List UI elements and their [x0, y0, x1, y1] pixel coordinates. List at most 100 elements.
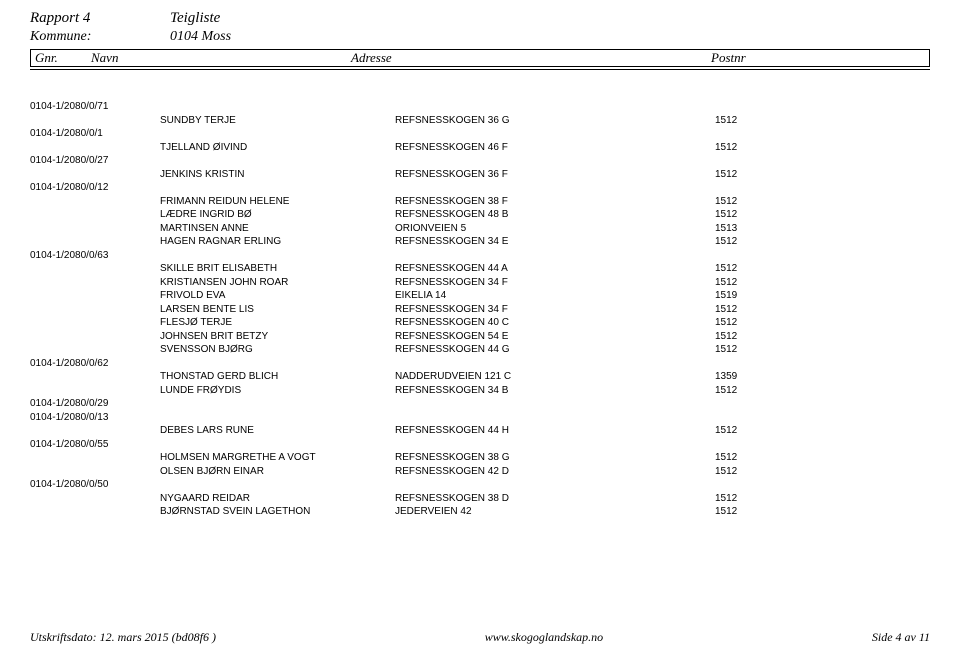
footer-url: www.skogoglandskap.no: [485, 630, 603, 645]
table-row: OLSEN BJØRN EINARREFSNESSKOGEN 42 D1512: [30, 465, 930, 479]
cell-name: TJELLAND ØIVIND: [160, 141, 395, 155]
cell-post: 1513: [715, 222, 775, 236]
cell-addr: NADDERUDVEIEN 121 C: [395, 370, 715, 384]
table-row: KRISTIANSEN JOHN ROARREFSNESSKOGEN 34 F1…: [30, 276, 930, 290]
cell-post: 1512: [715, 465, 775, 479]
cell-post: 1512: [715, 303, 775, 317]
col-navn: Navn: [91, 50, 351, 66]
cell-id: [30, 208, 160, 222]
cell-name: SUNDBY TERJE: [160, 114, 395, 128]
cell-id: [30, 276, 160, 290]
cell-name: [160, 249, 395, 263]
cell-addr: EIKELIA 14: [395, 289, 715, 303]
kommune-label: Kommune:: [30, 29, 170, 45]
cell-post: [715, 127, 775, 141]
cell-post: 1512: [715, 262, 775, 276]
cell-id: [30, 424, 160, 438]
cell-post: 1512: [715, 208, 775, 222]
cell-id: [30, 465, 160, 479]
cell-name: JENKINS KRISTIN: [160, 168, 395, 182]
table-row: LÆDRE INGRID BØREFSNESSKOGEN 48 B1512: [30, 208, 930, 222]
cell-id: [30, 451, 160, 465]
table-row: HAGEN RAGNAR ERLINGREFSNESSKOGEN 34 E151…: [30, 235, 930, 249]
cell-post: [715, 249, 775, 263]
cell-name: [160, 478, 395, 492]
table-row: SVENSSON BJØRGREFSNESSKOGEN 44 G1512: [30, 343, 930, 357]
cell-addr: REFSNESSKOGEN 46 F: [395, 141, 715, 155]
cell-post: 1359: [715, 370, 775, 384]
cell-addr: REFSNESSKOGEN 34 F: [395, 303, 715, 317]
cell-id: [30, 330, 160, 344]
table-row: NYGAARD REIDARREFSNESSKOGEN 38 D1512: [30, 492, 930, 506]
cell-id: 0104-1/2080/0/55: [30, 438, 160, 452]
col-addr: Adresse: [351, 50, 711, 66]
cell-id: 0104-1/2080/0/50: [30, 478, 160, 492]
table-row: TJELLAND ØIVINDREFSNESSKOGEN 46 F1512: [30, 141, 930, 155]
table-row: LARSEN BENTE LISREFSNESSKOGEN 34 F1512: [30, 303, 930, 317]
col-gnr: Gnr.: [31, 50, 91, 66]
footer-page: Side 4 av 11: [872, 630, 930, 645]
cell-name: [160, 438, 395, 452]
cell-name: KRISTIANSEN JOHN ROAR: [160, 276, 395, 290]
cell-name: SVENSSON BJØRG: [160, 343, 395, 357]
cell-id: [30, 370, 160, 384]
table-row: FRIMANN REIDUN HELENEREFSNESSKOGEN 38 F1…: [30, 195, 930, 209]
table-row: LUNDE FRØYDISREFSNESSKOGEN 34 B1512: [30, 384, 930, 398]
cell-id: [30, 505, 160, 519]
cell-addr: REFSNESSKOGEN 42 D: [395, 465, 715, 479]
teigliste-label: Teigliste: [170, 10, 220, 27]
cell-post: 1512: [715, 330, 775, 344]
cell-post: 1512: [715, 195, 775, 209]
cell-post: [715, 411, 775, 425]
cell-id: [30, 141, 160, 155]
cell-post: 1512: [715, 235, 775, 249]
cell-name: [160, 181, 395, 195]
cell-name: [160, 100, 395, 114]
cell-id: 0104-1/2080/0/1: [30, 127, 160, 141]
cell-name: THONSTAD GERD BLICH: [160, 370, 395, 384]
cell-id: [30, 492, 160, 506]
cell-id: [30, 384, 160, 398]
cell-addr: REFSNESSKOGEN 38 F: [395, 195, 715, 209]
cell-id: [30, 235, 160, 249]
cell-post: [715, 438, 775, 452]
kommune-value: 0104 Moss: [170, 29, 231, 45]
cell-id: [30, 168, 160, 182]
cell-addr: REFSNESSKOGEN 36 F: [395, 168, 715, 182]
cell-post: 1512: [715, 141, 775, 155]
cell-addr: [395, 154, 715, 168]
table-row: 0104-1/2080/0/1: [30, 127, 930, 141]
table-row: 0104-1/2080/0/62: [30, 357, 930, 371]
cell-post: 1512: [715, 316, 775, 330]
cell-name: [160, 357, 395, 371]
cell-post: 1512: [715, 384, 775, 398]
cell-addr: REFSNESSKOGEN 38 G: [395, 451, 715, 465]
cell-post: [715, 181, 775, 195]
cell-name: SKILLE BRIT ELISABETH: [160, 262, 395, 276]
cell-addr: REFSNESSKOGEN 34 B: [395, 384, 715, 398]
table-row: 0104-1/2080/0/12: [30, 181, 930, 195]
cell-id: 0104-1/2080/0/62: [30, 357, 160, 371]
cell-name: FLESJØ TERJE: [160, 316, 395, 330]
table-row: SUNDBY TERJEREFSNESSKOGEN 36 G1512: [30, 114, 930, 128]
cell-id: [30, 316, 160, 330]
cell-post: 1512: [715, 276, 775, 290]
cell-name: DEBES LARS RUNE: [160, 424, 395, 438]
table-row: 0104-1/2080/0/13: [30, 411, 930, 425]
cell-addr: [395, 127, 715, 141]
cell-post: [715, 357, 775, 371]
cell-id: 0104-1/2080/0/63: [30, 249, 160, 263]
table-row: 0104-1/2080/0/71: [30, 100, 930, 114]
table-row: THONSTAD GERD BLICHNADDERUDVEIEN 121 C13…: [30, 370, 930, 384]
cell-name: [160, 411, 395, 425]
table-row: DEBES LARS RUNEREFSNESSKOGEN 44 H1512: [30, 424, 930, 438]
cell-addr: REFSNESSKOGEN 34 E: [395, 235, 715, 249]
cell-name: [160, 397, 395, 411]
report-header: Rapport 4 Teigliste Kommune: 0104 Moss: [30, 10, 930, 45]
cell-post: 1512: [715, 505, 775, 519]
cell-id: 0104-1/2080/0/27: [30, 154, 160, 168]
cell-post: 1512: [715, 451, 775, 465]
table-row: JENKINS KRISTINREFSNESSKOGEN 36 F1512: [30, 168, 930, 182]
cell-addr: REFSNESSKOGEN 34 F: [395, 276, 715, 290]
cell-post: 1512: [715, 492, 775, 506]
